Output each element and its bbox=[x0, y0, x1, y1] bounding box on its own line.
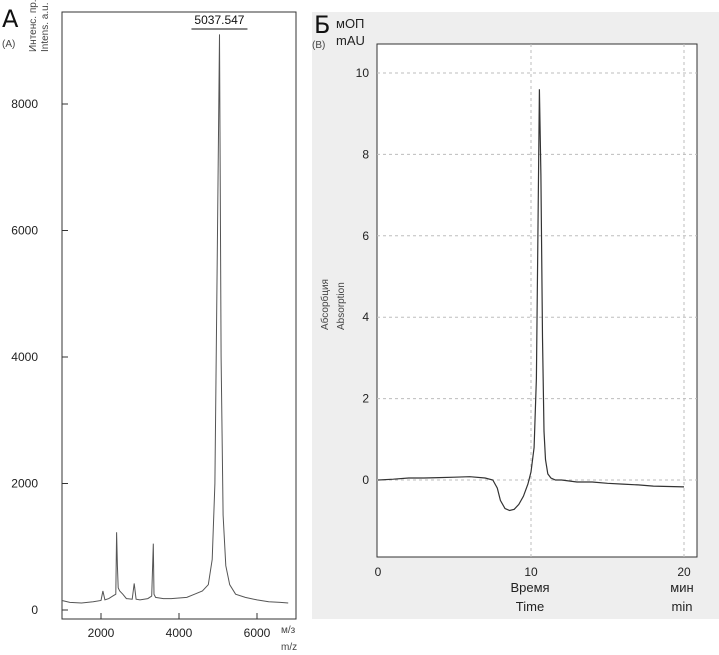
panel-a-sublabel: (A) bbox=[2, 39, 15, 50]
chromatogram-ytick-label: 2 bbox=[362, 392, 369, 406]
chromatogram-xlabel-en: Time bbox=[516, 599, 544, 614]
chromatogram-xunit-en: min bbox=[672, 599, 693, 614]
mass-spectrum-peak-label: 5037.547 bbox=[194, 13, 244, 27]
mass-spectrum-ytick-label: 2000 bbox=[11, 477, 38, 491]
chromatogram-yunit-ru: мОП bbox=[336, 16, 364, 31]
mass-spectrum-chart: 0 2000 4000 6000 8000 2000 4000 6000 5037.547 Ин… bbox=[11, 0, 297, 653]
chromatogram-xlabel-ru: Время bbox=[510, 580, 549, 595]
panel-b-sublabel: (B) bbox=[312, 40, 325, 51]
panel-b-letter: Б bbox=[314, 11, 330, 39]
mass-spectrum-ytick-label: 6000 bbox=[11, 224, 38, 238]
chromatogram-chart: 0 2 4 6 8 10 0 10 20 мОП mAU Абсорбция Absorptio… bbox=[319, 16, 698, 614]
chromatogram-ytick-label: 10 bbox=[356, 66, 370, 80]
panel-a-letter: А bbox=[2, 5, 19, 33]
chromatogram-xtick-label: 20 bbox=[677, 565, 691, 579]
chromatogram-ytick-label: 4 bbox=[362, 310, 369, 324]
chromatogram-ylabel-en: Absorption bbox=[336, 282, 347, 330]
chromatogram-line bbox=[377, 89, 685, 512]
mass-spectrum-xtick-label: 6000 bbox=[244, 626, 271, 640]
mass-spectrum-plot-frame bbox=[61, 11, 297, 620]
chromatogram-xunit-ru: мин bbox=[670, 580, 693, 595]
mass-spectrum-ytick-label: 0 bbox=[31, 603, 38, 617]
chromatogram-yunit-en: mAU bbox=[336, 33, 365, 48]
chromatogram-xtick-label: 10 bbox=[524, 565, 538, 579]
mass-spectrum-xtick-label: 4000 bbox=[166, 626, 193, 640]
mass-spectrum-line bbox=[61, 34, 289, 604]
chromatogram-ytick-label: 8 bbox=[362, 147, 369, 161]
mass-spectrum-xlabel-ru: м/з bbox=[281, 625, 296, 636]
chromatogram-ytick-label: 0 bbox=[362, 473, 369, 487]
chromatogram-ylabel-ru: Абсорбция bbox=[319, 279, 331, 330]
mass-spectrum-ylabel-en: Intens. a.u. bbox=[40, 3, 51, 52]
mass-spectrum-xlabel-en: m/z bbox=[281, 642, 297, 653]
mass-spectrum-xtick-label: 2000 bbox=[88, 626, 115, 640]
mass-spectrum-ytick-label: 8000 bbox=[11, 97, 38, 111]
chromatogram-xtick-label: 0 bbox=[375, 565, 382, 579]
mass-spectrum-ytick-label: 4000 bbox=[11, 350, 38, 364]
mass-spectrum-ylabel-ru: Интенс. пр.е bbox=[28, 0, 39, 52]
chromatogram-ytick-label: 6 bbox=[362, 229, 369, 243]
